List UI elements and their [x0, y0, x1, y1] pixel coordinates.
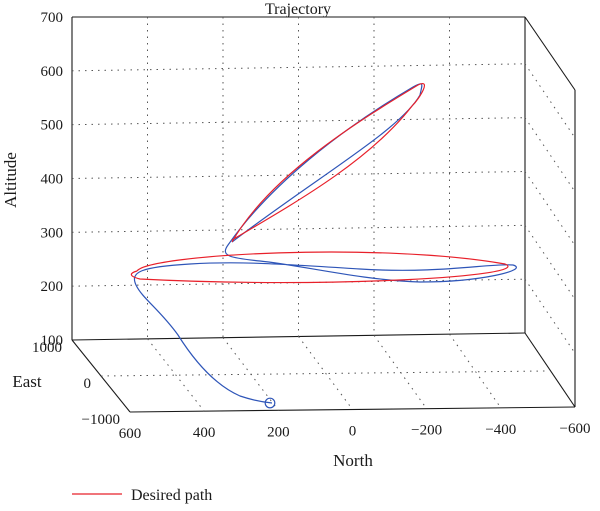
grid-line-back-horizontal — [71, 224, 526, 233]
grid-line-back-horizontal — [71, 171, 526, 179]
desired-path-line — [130, 82, 509, 284]
grid-line-floor-depth — [298, 336, 353, 410]
north-tick-label: −400 — [485, 422, 516, 438]
north-ticks: 600 400 200 0 −200 −400 −600 — [119, 421, 591, 442]
grid-line-back-horizontal — [71, 278, 526, 287]
grid-line-side-horizontal — [524, 63, 576, 139]
north-axis-line — [129, 406, 576, 413]
altitude-tick-label: 500 — [41, 118, 64, 134]
east-axis-title: East — [12, 372, 42, 391]
grid-line-side-horizontal — [524, 278, 576, 354]
north-tick-label: 400 — [193, 425, 216, 441]
altitude-tick-label: 100 — [41, 333, 64, 349]
altitude-ticks: 100 200 300 400 500 600 700 — [41, 10, 64, 349]
legend: Desired path — [72, 487, 212, 504]
north-tick-label: −600 — [560, 421, 591, 437]
grid-line-side-horizontal — [524, 171, 576, 246]
east-tick-label: 0 — [84, 376, 92, 392]
north-tick-label: 600 — [119, 426, 142, 442]
chart-title: Trajectory — [265, 1, 331, 18]
east-tick-label: 1000 — [32, 340, 62, 356]
altitude-tick-label: 300 — [41, 225, 64, 241]
grid-line-back-horizontal — [71, 117, 526, 126]
altitude-tick-label: 200 — [41, 279, 64, 295]
start-marker — [264, 397, 276, 409]
north-tick-label: 200 — [267, 424, 290, 440]
bottom-right-edge — [524, 332, 576, 408]
altitude-tick-label: 600 — [41, 64, 64, 80]
grid-line-floor-east — [100, 370, 547, 377]
grid-line-back-horizontal — [71, 63, 526, 72]
grid-line-side-horizontal — [524, 225, 576, 300]
north-tick-label: −200 — [411, 423, 442, 439]
north-axis-title: North — [333, 451, 373, 470]
altitude-axis-title: Altitude — [1, 152, 20, 208]
actual-path-line — [134, 83, 517, 404]
grid-line-floor-depth — [449, 333, 502, 409]
grid-line-floor-depth — [147, 338, 205, 412]
east-tick-label: −1000 — [82, 412, 120, 428]
north-tick-label: 0 — [349, 424, 357, 440]
grid-line-side-horizontal — [524, 117, 576, 192]
altitude-tick-label: 400 — [41, 172, 64, 188]
grid-lines — [71, 17, 576, 412]
east-ticks: 1000 0 −1000 — [32, 340, 120, 428]
legend-label-desired-path: Desired path — [131, 487, 212, 504]
grid-line-floor-depth — [373, 335, 428, 409]
altitude-tick-label: 700 — [41, 10, 64, 26]
top-right-edge — [524, 16, 576, 91]
